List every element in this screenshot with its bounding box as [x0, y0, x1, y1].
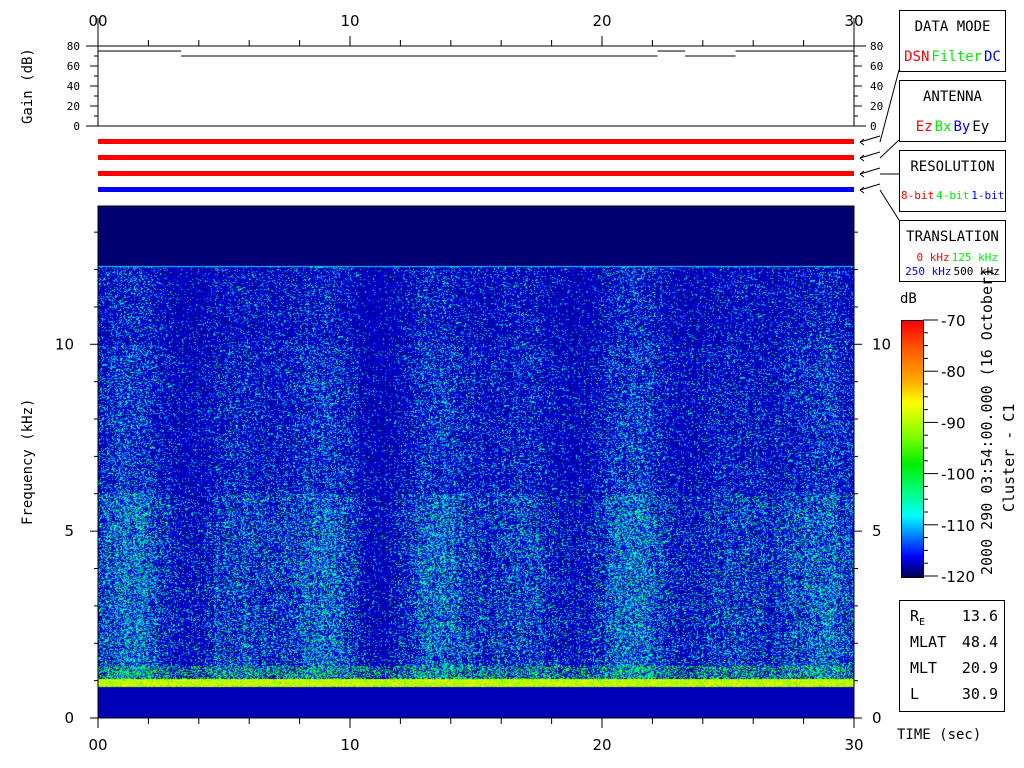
freq-tick-label: 5 [64, 522, 74, 540]
data_mode-option: Filter [931, 49, 982, 65]
gain-y-tick-label: 0 [73, 120, 80, 133]
time-tick-label-bottom: 30 [844, 736, 863, 754]
gain-y-tick-label: 40 [67, 80, 80, 93]
antenna-option: Ez [915, 119, 933, 135]
spectrogram-frame [97, 205, 855, 719]
translation-option: 500 kHz [953, 265, 1000, 278]
antenna-option: Ey [972, 119, 990, 135]
translation-title: TRANSLATION [906, 229, 999, 245]
status-arrow-icon [859, 151, 881, 162]
status-bar-translation [98, 187, 854, 192]
ephemeris-label: MLT [910, 659, 938, 677]
colorbar-tick-label: -100 [941, 466, 975, 484]
colorbar-tick-label: -90 [941, 414, 966, 432]
ephemeris-label: R [910, 607, 920, 625]
data-mode-options: DSN Filter DC [900, 49, 1005, 65]
resolution-options: 8-bit 4-bit 1-bit [900, 189, 1005, 202]
gain-y-tick-label-right: 60 [870, 60, 883, 73]
antenna-option: By [953, 119, 971, 135]
resolution-option: 1-bit [971, 189, 1005, 202]
time-title: 2000 290 03:54:00.000 (16 October) [978, 267, 996, 575]
gain-y-tick-label-right: 0 [870, 120, 877, 133]
frequency-axis-label: Frequency (kHz) [20, 398, 36, 525]
status-arrow-icon [859, 167, 881, 178]
ephemeris-subscript: E [919, 617, 926, 628]
data-mode-title: DATA MODE [914, 19, 991, 35]
ephemeris-row: RE 13.6 [910, 607, 1000, 628]
time-tick-label-top: 00 [88, 12, 107, 30]
time-axis-label: TIME (sec) [897, 727, 982, 743]
time-tick-label-bottom: 00 [88, 736, 107, 754]
gain-y-tick-label-right: 20 [870, 100, 883, 113]
resolution-option: 4-bit [936, 189, 970, 202]
antenna-option: Bx [934, 119, 952, 135]
ephemeris-row: MLAT 48.4 [910, 633, 1000, 651]
ephemeris-value: 20.9 [961, 659, 998, 677]
freq-tick-label: 10 [55, 335, 74, 353]
status-bar-resolution [98, 171, 854, 176]
spectrogram-heatmap [98, 206, 854, 718]
colorbar-tick-label: -110 [941, 517, 975, 535]
time-tick-label-top: 30 [844, 12, 863, 30]
translation-option: 250 kHz [905, 265, 952, 278]
status-bar-antenna [98, 155, 854, 160]
resolution-legend: RESOLUTION 8-bit 4-bit 1-bit [899, 150, 1006, 212]
antenna-legend: ANTENNA Ez Bx By Ey [899, 80, 1006, 142]
gain-y-tick-label-right: 40 [870, 80, 883, 93]
time-tick-label-bottom: 20 [592, 736, 611, 754]
connector-line [879, 69, 900, 143]
time-tick-label-top: 20 [592, 12, 611, 30]
status-arrow-icon [859, 135, 881, 146]
gain-y-tick-label: 80 [67, 40, 80, 53]
gain-axis-label: Gain (dB) [20, 48, 36, 124]
spacecraft-label: Cluster - C1 [1000, 403, 1018, 512]
ephemeris-row: MLT 20.9 [910, 659, 1000, 677]
gain-y-tick-label-right: 80 [870, 40, 883, 53]
status-bar-data-mode [98, 139, 854, 144]
translation-options-row1: 0 kHz 125 kHz [900, 251, 1005, 264]
ephemeris-value: 30.9 [961, 685, 998, 703]
translation-option: 125 kHz [951, 251, 998, 264]
colorbar-tick-label: -120 [941, 568, 975, 586]
status-arrow-icon [859, 183, 881, 194]
colorbar-tick-label: -80 [941, 363, 966, 381]
connector-line [879, 139, 900, 159]
resolution-title: RESOLUTION [910, 159, 995, 175]
antenna-title: ANTENNA [922, 89, 982, 105]
translation-options-row2: 250 kHz 500 kHz [900, 265, 1005, 278]
colorbar-unit: dB [900, 291, 917, 307]
colorbar-tick-label: -70 [941, 312, 966, 330]
data-mode-legend: DATA MODE DSN Filter DC [899, 10, 1006, 72]
translation-legend: TRANSLATION 0 kHz 125 kHz 250 kHz 500 kHz [899, 220, 1006, 282]
ephemeris-value: 48.4 [961, 633, 998, 651]
ephemeris-row: L 30.9 [910, 685, 1000, 703]
data_mode-option: DC [984, 49, 1001, 65]
ephemeris-box: RE 13.6 MLAT 48.4 MLT 20.9 L 30.9 [899, 600, 1005, 712]
antenna-options: Ez Bx By Ey [900, 119, 1005, 135]
translation-option: 0 kHz [916, 251, 950, 264]
freq-tick-label: 0 [64, 709, 74, 727]
colorbar [901, 320, 924, 578]
freq-tick-label-right: 0 [872, 709, 882, 727]
ephemeris-label: L [910, 685, 920, 703]
resolution-option: 8-bit [901, 189, 935, 202]
connector-line [879, 189, 900, 221]
ephemeris-label: MLAT [910, 633, 947, 651]
ephemeris-value: 13.6 [961, 607, 998, 625]
freq-tick-label-right: 10 [872, 335, 891, 353]
freq-tick-label-right: 5 [872, 522, 882, 540]
time-tick-label-bottom: 10 [340, 736, 359, 754]
gain-y-tick-label: 60 [67, 60, 80, 73]
gain-y-tick-label: 20 [67, 100, 80, 113]
time-tick-label-top: 10 [340, 12, 359, 30]
data_mode-option: DSN [904, 49, 930, 65]
